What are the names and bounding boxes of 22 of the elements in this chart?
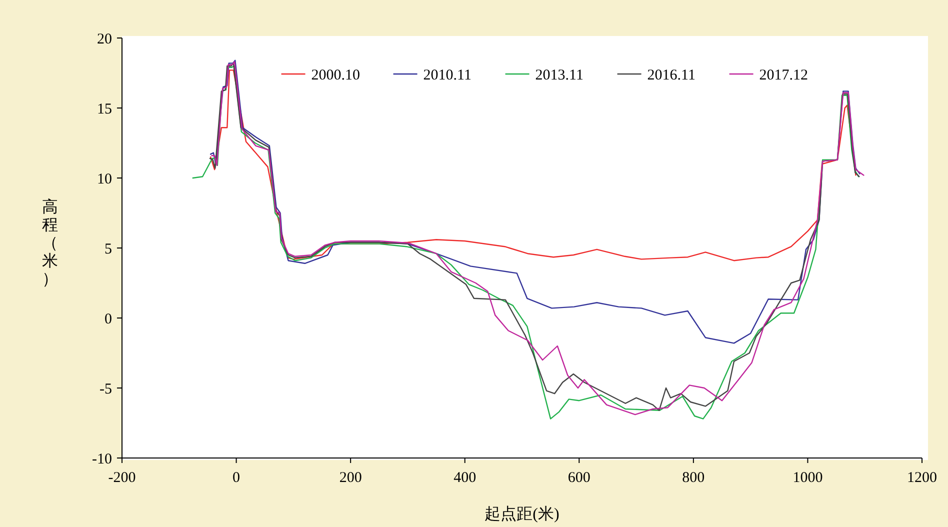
legend-label: 2016.11 <box>647 67 696 84</box>
x-tick-label: 0 <box>232 470 240 486</box>
y-tick-label: 20 <box>97 31 112 48</box>
y-tick-label: 5 <box>104 241 112 258</box>
x-tick-label: 200 <box>339 470 362 486</box>
y-tick-label: 10 <box>97 171 112 188</box>
x-tick-label: 600 <box>568 470 590 486</box>
x-tick-label: 400 <box>454 470 476 486</box>
x-axis-title: 起点距(米) <box>484 505 560 523</box>
y-tick-label: -10 <box>92 451 112 468</box>
legend-label: 2010.11 <box>423 67 472 84</box>
x-tick-label: 800 <box>682 470 705 486</box>
y-tick-label: -5 <box>100 381 112 398</box>
y-tick-label: 0 <box>104 311 112 328</box>
legend-label: 2017.12 <box>759 67 808 84</box>
legend-label: 2013.11 <box>535 67 584 84</box>
x-tick-label: -200 <box>108 470 136 486</box>
x-tick-label: 1000 <box>792 470 823 486</box>
legend-label: 2000.10 <box>311 67 360 84</box>
x-tick-label: 1200 <box>907 470 937 486</box>
y-tick-label: 15 <box>97 101 112 118</box>
y-axis-title: 高程（米） <box>42 198 58 288</box>
